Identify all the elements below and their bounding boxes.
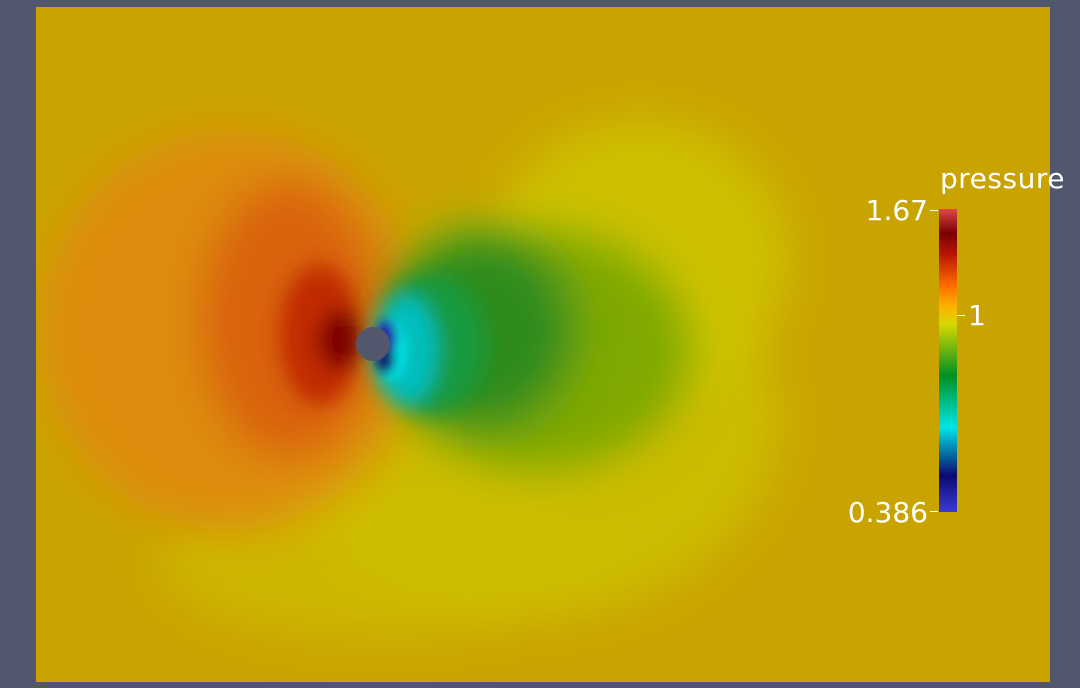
legend-tick-max (930, 210, 938, 211)
legend-max-label: 1.67 (865, 194, 928, 227)
legend-title: pressure (940, 162, 1065, 195)
cylinder-obstacle (356, 327, 390, 361)
legend-color-bar (939, 209, 957, 512)
legend-min-label: 0.386 (847, 496, 928, 529)
legend-mid-label: 1 (968, 299, 986, 332)
legend-tick-mid (957, 315, 965, 316)
legend-tick-min (930, 511, 938, 512)
